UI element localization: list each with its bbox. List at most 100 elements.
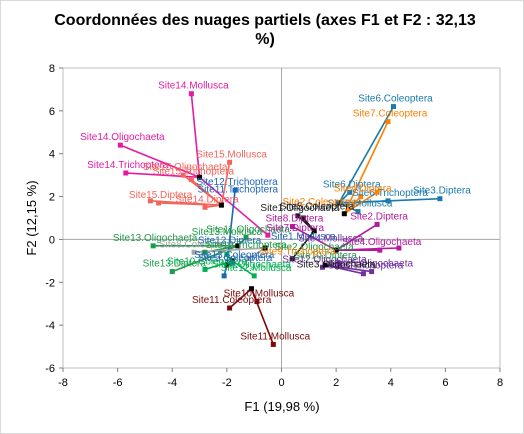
connector-line <box>120 144 200 179</box>
point-label: Site10.Trichoptera <box>205 240 287 251</box>
x-tick-label: -2 <box>222 377 232 389</box>
point-labels: Site14.Mollusca Site14.Trichoptera Site14.… <box>80 81 471 343</box>
point-label: Site12.Diptera <box>198 236 262 247</box>
point-label: Site14.Diptera <box>175 194 239 205</box>
point-label: Site12.Oligochaeta <box>282 254 367 265</box>
connector-line <box>231 260 255 277</box>
y-tick-label: 2 <box>49 192 55 204</box>
point-label: Site15.Diptera <box>129 190 193 201</box>
point-label: Site14.Mollusca <box>158 81 229 92</box>
connector-lines <box>120 93 440 345</box>
connector-line <box>338 202 359 213</box>
connector-line <box>229 288 252 309</box>
connector-line <box>125 172 200 179</box>
point-label: Site4.Oligochaeta <box>342 237 421 248</box>
group-center-point <box>218 202 224 208</box>
point-label: Site1.Oligochaeta <box>260 203 339 214</box>
data-point <box>254 299 260 305</box>
connector-line <box>190 178 222 206</box>
point-markers <box>117 91 443 347</box>
y-tick-label: 0 <box>49 234 55 246</box>
data-point <box>150 243 156 249</box>
data-point <box>251 273 257 279</box>
data-point <box>390 104 396 110</box>
data-point <box>229 260 235 266</box>
group-center-point <box>333 247 339 253</box>
point-label: Site9.Oligochaeta <box>212 259 291 270</box>
group-center-point <box>336 200 342 206</box>
data-point <box>336 260 342 266</box>
data-point <box>188 176 194 182</box>
data-point <box>355 209 361 215</box>
data-point <box>117 142 123 148</box>
point-label: Site14.Oligochaeta <box>80 132 165 143</box>
data-point <box>246 256 252 262</box>
point-label: Site6.Trichoptera <box>352 188 428 199</box>
data-point <box>347 189 353 195</box>
group-center-point <box>197 174 203 180</box>
data-point <box>300 215 306 221</box>
connector-line <box>343 121 389 215</box>
connector-line <box>190 93 201 178</box>
data-point <box>377 247 383 253</box>
point-label: Site10.Mollusca <box>224 289 295 300</box>
point-label: Site6.Diptera <box>323 179 381 190</box>
point-label: Site2.Coleoptera <box>282 197 357 208</box>
point-label: Site6.Mollusca <box>327 199 392 210</box>
point-label: Site5.Trichoptera <box>328 261 404 272</box>
point-label: Site12.Trichoptera <box>196 177 278 188</box>
point-label: Site2.Diptera <box>350 211 408 222</box>
point-label: Site15.Mollusca <box>196 149 267 160</box>
connector-line <box>335 223 378 251</box>
point-label: Site10.Diptera <box>294 251 358 262</box>
data-point <box>358 194 364 200</box>
x-tick-label: 6 <box>442 377 448 389</box>
data-point <box>360 271 366 277</box>
point-label: Site1.Mollusca <box>271 231 336 242</box>
data-point <box>224 251 230 257</box>
chart-title-line-2: %) <box>255 31 275 48</box>
data-point <box>385 119 391 125</box>
data-point <box>191 249 197 255</box>
point-label: Site5.Oligochaeta <box>334 259 413 270</box>
data-point <box>374 189 380 195</box>
x-tick-label: -6 <box>113 377 123 389</box>
data-point <box>147 198 153 204</box>
point-label: Site13.Mollusca <box>192 227 263 238</box>
data-point <box>289 256 295 262</box>
point-label: Site2.Oligochaeta <box>275 242 354 253</box>
data-point <box>243 234 249 240</box>
connector-line <box>248 247 266 260</box>
data-point <box>202 204 208 210</box>
y-tick-label: 8 <box>49 63 55 75</box>
x-tick-label: 4 <box>388 377 394 389</box>
data-point <box>221 273 227 279</box>
connector-line <box>325 264 372 273</box>
point-label: Site13.Diptera <box>143 259 207 270</box>
data-point <box>437 196 443 202</box>
connector-line <box>336 247 399 251</box>
connector-line <box>343 191 378 215</box>
point-label: Site11.Mollusca <box>240 331 310 342</box>
point-label: Site11.Coleoptera <box>192 295 272 306</box>
point-label: Site11.Trichoptera <box>197 184 278 195</box>
group-center-point <box>235 243 241 249</box>
point-label: Site8.Coleoptera <box>159 239 234 250</box>
data-point <box>202 249 208 255</box>
data-point <box>369 269 375 275</box>
data-point <box>270 341 276 347</box>
x-tick-label: -4 <box>167 377 177 389</box>
connector-line <box>292 225 337 251</box>
data-point <box>385 198 391 204</box>
data-point <box>169 269 175 275</box>
y-tick-label: 4 <box>49 149 55 161</box>
data-point <box>289 224 295 230</box>
chart-title-line-1: Coordonnées des nuages partiels (axes F1… <box>54 12 476 29</box>
point-label: Site10.Coleoptera <box>167 256 247 267</box>
point-label: Site14.Trichoptera <box>87 160 169 171</box>
connector-line <box>220 162 231 206</box>
point-label: Site15.Oligochaeta <box>143 162 228 173</box>
group-center-point <box>224 262 230 268</box>
group-center-point <box>322 262 328 268</box>
data-point <box>265 232 271 238</box>
